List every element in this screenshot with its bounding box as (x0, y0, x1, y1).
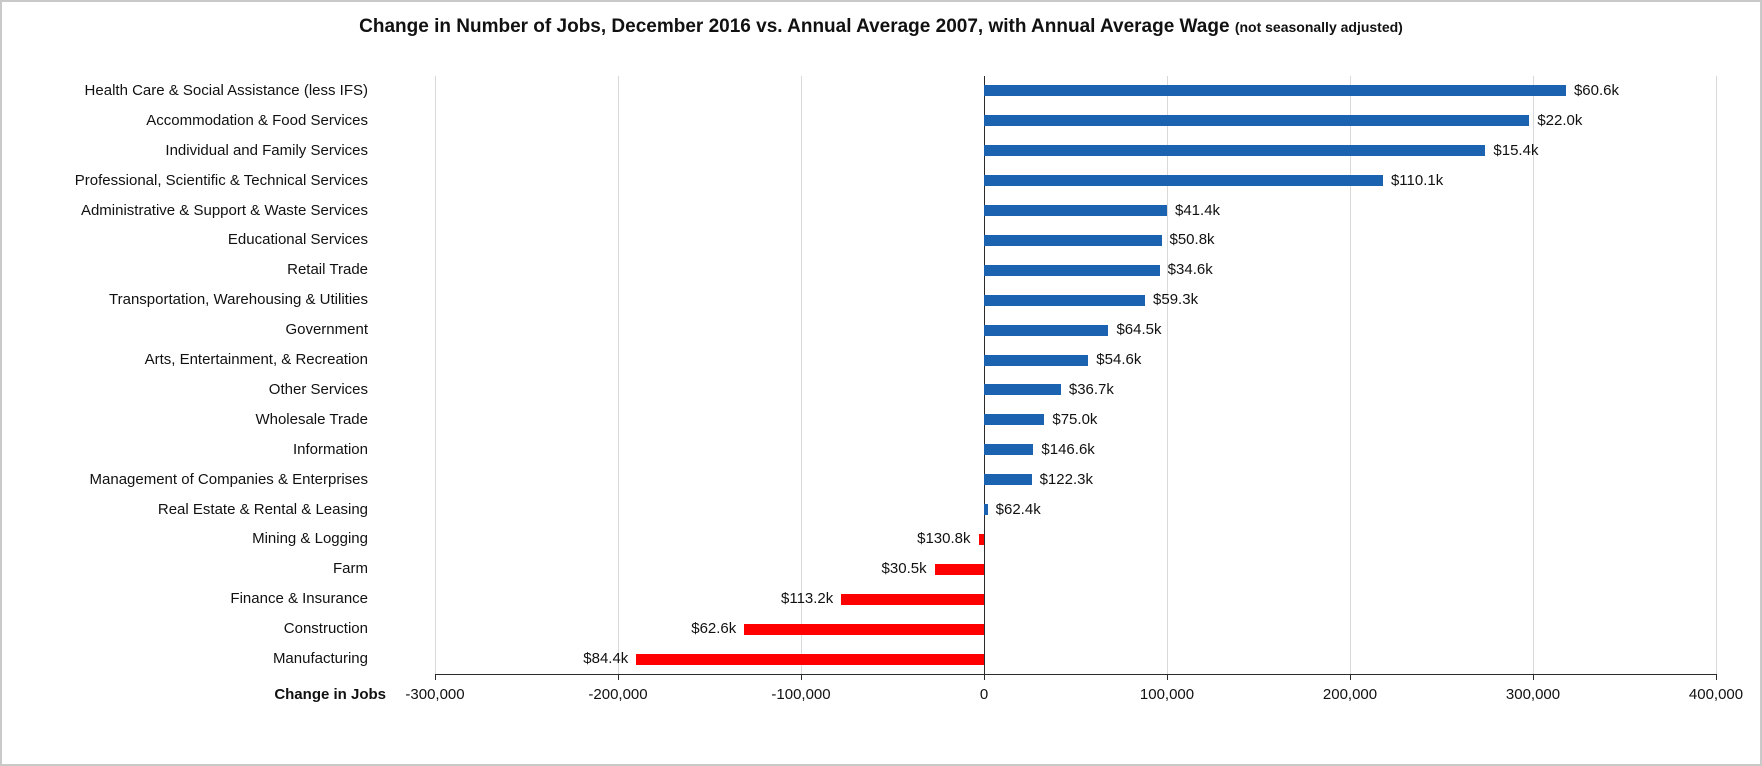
category-label-arts-entertainment-recreation: Arts, Entertainment, & Recreation (144, 351, 368, 369)
x-axis-tick-0 (984, 674, 985, 680)
wage-label-construction: $62.6k (691, 620, 737, 638)
bar-government (984, 324, 1109, 336)
category-label-mining-logging: Mining & Logging (252, 530, 368, 548)
wage-label-wholesale-trade: $75.0k (1052, 410, 1098, 428)
bar-information (984, 444, 1034, 456)
x-tick-label-400,000: 400,000 (1688, 686, 1744, 703)
bar-individual-and-family-services (984, 145, 1486, 157)
gridline-300,000 (1533, 76, 1534, 674)
x-axis-tick--200,000 (618, 674, 619, 680)
category-label-educational-services: Educational Services (227, 231, 368, 249)
category-label-construction: Construction (283, 620, 368, 638)
wage-label-retail-trade: $34.6k (1167, 261, 1213, 279)
wage-label-individual-and-family-services: $15.4k (1493, 141, 1539, 159)
category-label-manufacturing: Manufacturing (272, 650, 368, 668)
x-tick-label-200,000: 200,000 (1322, 686, 1378, 703)
gridline--300,000 (435, 76, 436, 674)
x-axis-tick-100,000 (1167, 674, 1168, 680)
bar-educational-services (984, 234, 1162, 246)
category-label-real-estate-rental-leasing: Real Estate & Rental & Leasing (157, 500, 368, 518)
x-tick-label--200,000: -200,000 (588, 686, 648, 703)
gridline--100,000 (801, 76, 802, 674)
x-tick-label-100,000: 100,000 (1139, 686, 1195, 703)
bar-construction (744, 623, 984, 635)
category-label-individual-and-family-services: Individual and Family Services (165, 141, 368, 159)
category-label-government: Government (285, 321, 368, 339)
category-label-professional-scientific-technical-services: Professional, Scientific & Technical Ser… (74, 171, 368, 189)
x-tick-label-0: 0 (979, 686, 989, 703)
wage-label-professional-scientific-technical-services: $110.1k (1390, 171, 1444, 189)
gridline-400,000 (1716, 76, 1717, 674)
bar-arts-entertainment-recreation (984, 354, 1089, 366)
x-axis-tick--100,000 (801, 674, 802, 680)
category-label-retail-trade: Retail Trade (287, 261, 368, 279)
wage-label-educational-services: $50.8k (1169, 231, 1215, 249)
category-label-health-care-social-assistance-less-ifs: Health Care & Social Assistance (less IF… (84, 81, 368, 99)
category-label-accommodation-food-services: Accommodation & Food Services (146, 111, 368, 129)
wage-label-arts-entertainment-recreation: $54.6k (1096, 351, 1142, 369)
x-axis-tick-400,000 (1716, 674, 1717, 680)
wage-label-accommodation-food-services: $22.0k (1537, 111, 1583, 129)
bar-mining-logging (978, 533, 984, 545)
category-label-transportation-warehousing-utilities: Transportation, Warehousing & Utilities (109, 291, 368, 309)
wage-label-management-of-companies-enterprises: $122.3k (1039, 470, 1093, 488)
category-label-finance-insurance: Finance & Insurance (230, 590, 368, 608)
category-label-information: Information (292, 440, 368, 458)
category-label-administrative-support-waste-services: Administrative & Support & Waste Service… (80, 201, 368, 219)
x-tick-label--300,000: -300,000 (405, 686, 465, 703)
wage-label-mining-logging: $130.8k (917, 530, 971, 548)
bar-retail-trade (984, 264, 1160, 276)
wage-label-government: $64.5k (1116, 321, 1162, 339)
bar-other-services (984, 384, 1061, 396)
x-axis-tick--300,000 (435, 674, 436, 680)
bar-professional-scientific-technical-services (984, 175, 1383, 187)
x-axis-tick-200,000 (1350, 674, 1351, 680)
wage-label-other-services: $36.7k (1068, 380, 1114, 398)
chart-title-suffix: (not seasonally adjusted) (1234, 19, 1403, 35)
category-label-other-services: Other Services (268, 380, 368, 398)
x-tick-label-300,000: 300,000 (1505, 686, 1561, 703)
wage-label-finance-insurance: $113.2k (781, 590, 834, 608)
bar-finance-insurance (841, 593, 984, 605)
chart-title-main: Change in Number of Jobs, December 2016 … (359, 16, 1230, 37)
zero-baseline (984, 76, 985, 674)
x-axis-tick-300,000 (1533, 674, 1534, 680)
gridline--200,000 (618, 76, 619, 674)
category-label-wholesale-trade: Wholesale Trade (255, 410, 368, 428)
wage-label-information: $146.6k (1041, 440, 1095, 458)
wage-label-health-care-social-assistance-less-ifs: $60.6k (1573, 81, 1619, 99)
bar-real-estate-rental-leasing (984, 504, 988, 516)
bar-farm (934, 563, 984, 575)
wage-label-real-estate-rental-leasing: $62.4k (995, 500, 1041, 518)
x-axis-title: Change in Jobs (274, 686, 386, 703)
wage-label-manufacturing: $84.4k (583, 650, 629, 668)
gridline-100,000 (1167, 76, 1168, 674)
wage-label-transportation-warehousing-utilities: $59.3k (1153, 291, 1199, 309)
bar-accommodation-food-services (984, 115, 1530, 127)
gridline-200,000 (1350, 76, 1351, 674)
bar-wholesale-trade (984, 414, 1045, 426)
wage-label-administrative-support-waste-services: $41.4k (1175, 201, 1221, 219)
category-label-farm: Farm (333, 560, 368, 578)
bar-manufacturing (636, 653, 984, 665)
category-label-management-of-companies-enterprises: Management of Companies & Enterprises (89, 470, 368, 488)
bar-health-care-social-assistance-less-ifs (984, 85, 1566, 97)
x-axis-line (435, 674, 1717, 675)
wage-label-farm: $30.5k (881, 560, 927, 578)
bar-administrative-support-waste-services (984, 205, 1167, 217)
bar-transportation-warehousing-utilities (984, 294, 1146, 306)
bar-management-of-companies-enterprises (984, 474, 1032, 486)
x-tick-label--100,000: -100,000 (771, 686, 831, 703)
chart-title: Change in Number of Jobs, December 2016 … (2, 16, 1760, 38)
